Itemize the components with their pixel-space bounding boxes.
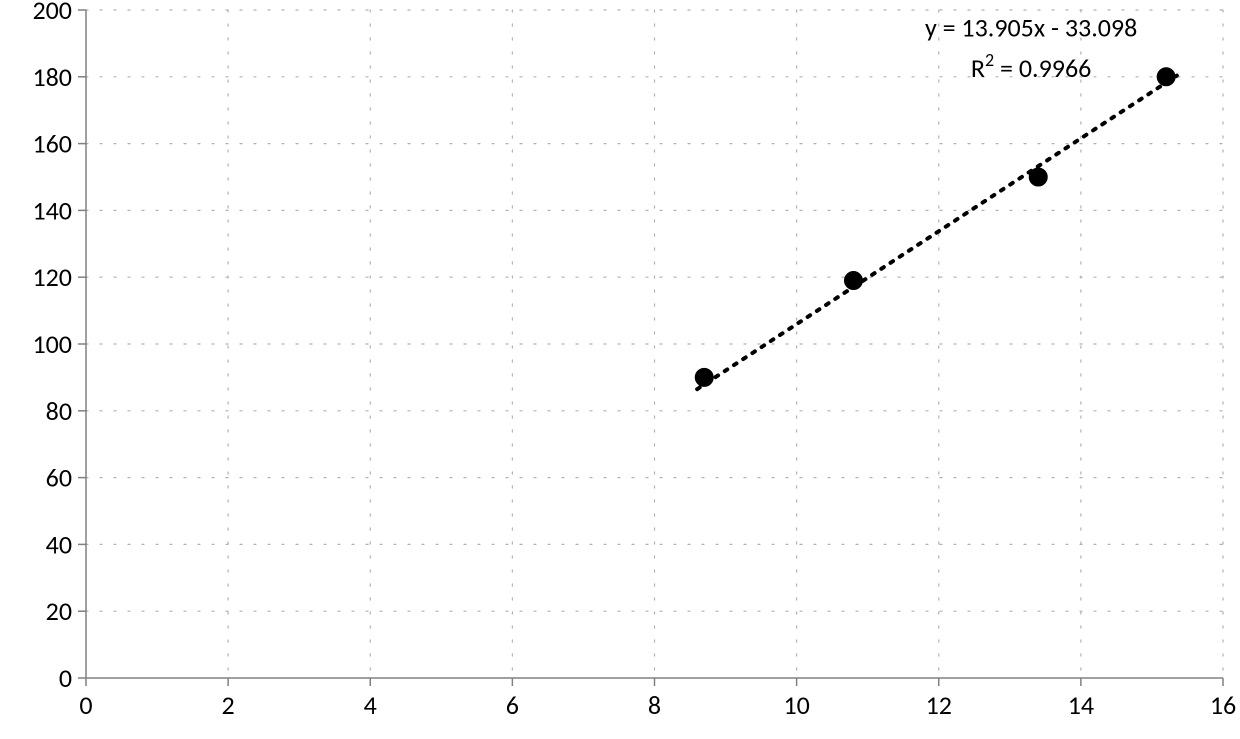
x-tick-label: 0 [79,689,92,721]
data-point [1029,168,1047,186]
trendline-equation: y = 13.905x - 33.098 [925,12,1137,44]
data-point [695,368,713,386]
y-tick-label: 100 [32,328,72,360]
y-tick-label: 80 [46,395,72,427]
y-tick-label: 20 [46,595,72,627]
y-tick-label: 180 [32,61,72,93]
y-tick-label: 140 [32,194,72,226]
x-tick-label: 14 [1068,689,1094,721]
x-tick-label: 6 [506,689,519,721]
y-tick-label: 60 [46,462,72,494]
x-tick-label: 2 [222,689,235,721]
y-tick-label: 200 [32,0,72,26]
data-point [844,272,862,290]
y-tick-label: 40 [46,528,72,560]
x-tick-label: 4 [364,689,377,721]
y-tick-label: 0 [59,662,72,694]
x-tick-label: 12 [926,689,952,721]
chart-svg: 0246810121416020406080100120140160180200… [0,0,1240,739]
y-tick-label: 120 [32,261,72,293]
x-tick-label: 8 [648,689,661,721]
data-point [1157,68,1175,86]
scatter-chart: 0246810121416020406080100120140160180200… [0,0,1240,739]
x-tick-label: 16 [1210,689,1236,721]
x-tick-label: 10 [783,689,809,721]
y-tick-label: 160 [32,128,72,160]
